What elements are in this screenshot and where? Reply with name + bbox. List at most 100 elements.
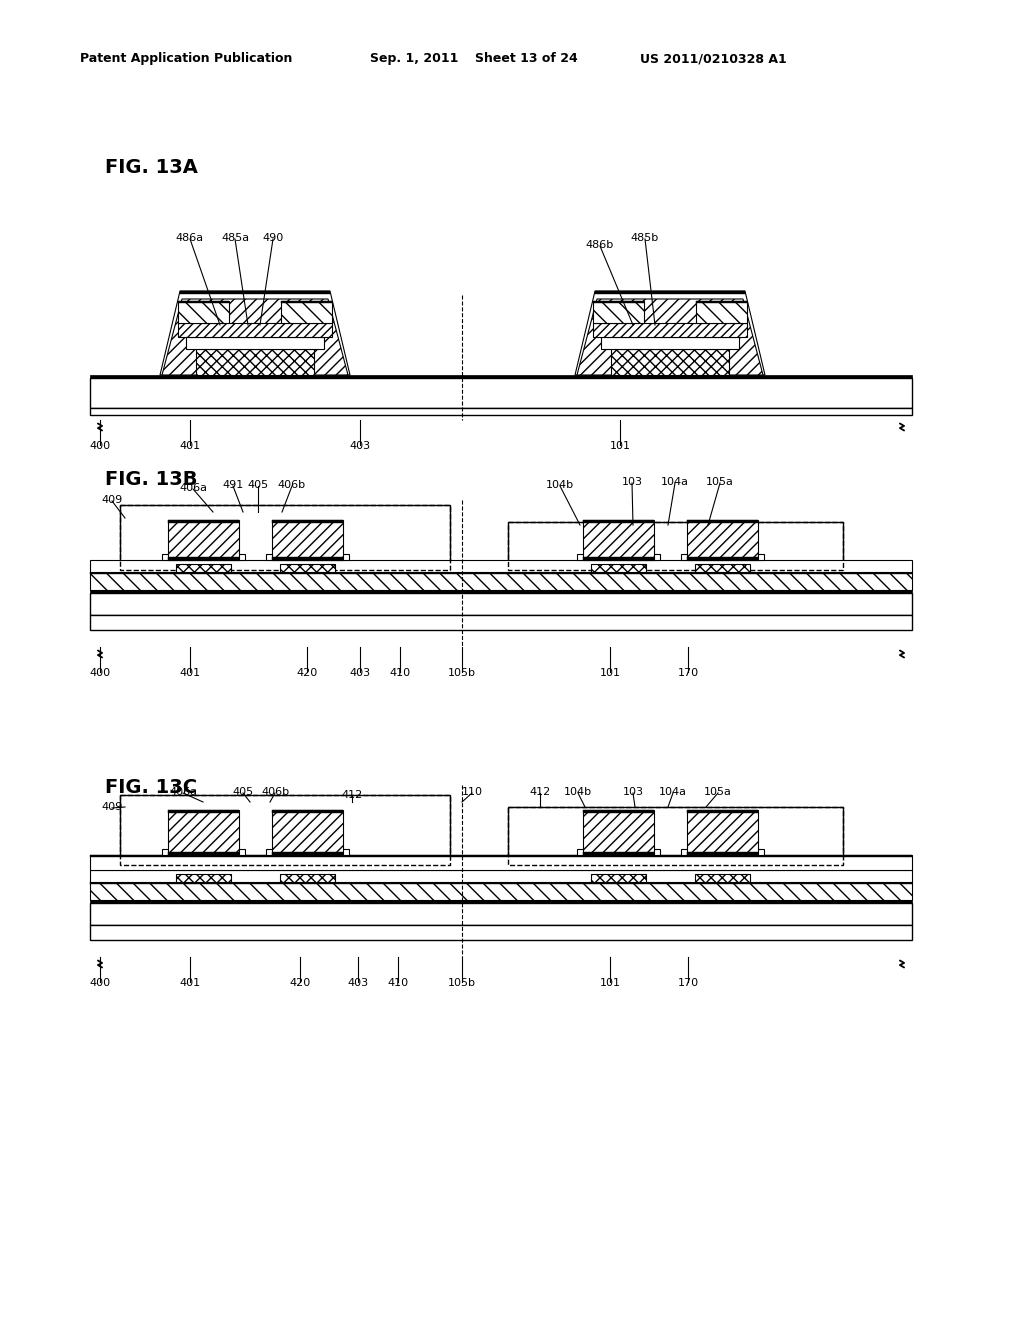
- Bar: [90, 378, 912, 408]
- Bar: [90, 870, 912, 882]
- Bar: [266, 554, 349, 560]
- Bar: [178, 323, 332, 337]
- Bar: [90, 903, 912, 925]
- Text: 412: 412: [529, 787, 551, 797]
- Bar: [687, 810, 758, 813]
- Text: Patent Application Publication: Patent Application Publication: [80, 51, 293, 65]
- Bar: [577, 849, 660, 855]
- Bar: [687, 520, 758, 560]
- Text: 170: 170: [678, 668, 698, 678]
- Bar: [687, 520, 758, 523]
- Text: 406a: 406a: [179, 483, 207, 492]
- Bar: [601, 337, 739, 348]
- Text: 485b: 485b: [631, 234, 659, 243]
- Bar: [508, 521, 843, 570]
- Bar: [168, 810, 239, 813]
- Bar: [583, 810, 654, 855]
- Bar: [168, 851, 239, 855]
- Text: 401: 401: [179, 668, 201, 678]
- Bar: [120, 506, 450, 570]
- Bar: [176, 564, 231, 572]
- Bar: [90, 590, 912, 593]
- Text: 409: 409: [101, 495, 123, 506]
- Polygon shape: [575, 290, 765, 375]
- Bar: [272, 520, 343, 523]
- Bar: [168, 520, 239, 560]
- Text: 486b: 486b: [586, 240, 614, 249]
- Bar: [583, 520, 654, 523]
- Bar: [186, 337, 324, 348]
- Bar: [266, 849, 349, 855]
- Text: 105a: 105a: [707, 477, 734, 487]
- Text: 410: 410: [389, 668, 411, 678]
- Bar: [272, 851, 343, 855]
- Bar: [162, 554, 245, 560]
- Bar: [90, 560, 912, 572]
- Bar: [120, 795, 450, 865]
- Bar: [90, 593, 912, 615]
- Bar: [508, 807, 843, 865]
- Text: FIG. 13A: FIG. 13A: [105, 158, 198, 177]
- Text: 403: 403: [349, 668, 371, 678]
- Text: 105b: 105b: [449, 668, 476, 678]
- Bar: [90, 882, 912, 900]
- Bar: [176, 874, 231, 882]
- Text: 101: 101: [599, 978, 621, 987]
- Bar: [508, 807, 843, 865]
- Text: 104a: 104a: [659, 787, 687, 797]
- Bar: [583, 520, 654, 560]
- Text: 101: 101: [599, 668, 621, 678]
- Text: 405: 405: [232, 787, 254, 797]
- Bar: [681, 849, 764, 855]
- Text: 412: 412: [341, 789, 362, 800]
- Bar: [120, 506, 450, 570]
- Text: 491: 491: [222, 480, 244, 490]
- Text: 420: 420: [290, 978, 310, 987]
- Text: Sep. 1, 2011: Sep. 1, 2011: [370, 51, 459, 65]
- Polygon shape: [577, 300, 763, 375]
- Text: 104b: 104b: [564, 787, 592, 797]
- Text: 403: 403: [347, 978, 369, 987]
- Text: US 2011/0210328 A1: US 2011/0210328 A1: [640, 51, 786, 65]
- Bar: [178, 301, 229, 323]
- Bar: [591, 874, 646, 882]
- Bar: [90, 855, 912, 857]
- Text: 403: 403: [349, 441, 371, 451]
- Bar: [90, 375, 912, 378]
- Bar: [593, 301, 644, 323]
- Bar: [687, 851, 758, 855]
- Bar: [272, 520, 343, 560]
- Text: 406b: 406b: [278, 480, 306, 490]
- Bar: [90, 900, 912, 903]
- Text: 490: 490: [262, 234, 284, 243]
- Bar: [593, 301, 644, 304]
- Text: 105b: 105b: [449, 978, 476, 987]
- Bar: [695, 564, 750, 572]
- Bar: [591, 564, 646, 572]
- Bar: [180, 290, 330, 294]
- Text: FIG. 13B: FIG. 13B: [105, 470, 198, 488]
- Bar: [687, 810, 758, 855]
- Text: 103: 103: [622, 477, 642, 487]
- Text: 406b: 406b: [261, 787, 289, 797]
- Bar: [687, 557, 758, 560]
- Text: 410: 410: [387, 978, 409, 987]
- Bar: [168, 810, 239, 855]
- Bar: [90, 408, 912, 414]
- Bar: [696, 301, 746, 304]
- Bar: [595, 290, 745, 294]
- Text: 485a: 485a: [221, 234, 249, 243]
- Text: 400: 400: [89, 668, 111, 678]
- Text: 104a: 104a: [662, 477, 689, 487]
- Bar: [90, 855, 912, 870]
- Bar: [272, 810, 343, 855]
- Text: FIG. 13C: FIG. 13C: [105, 777, 198, 797]
- Bar: [168, 557, 239, 560]
- Bar: [272, 810, 343, 813]
- Bar: [162, 849, 245, 855]
- Bar: [90, 925, 912, 940]
- Text: 401: 401: [179, 441, 201, 451]
- Bar: [90, 615, 912, 630]
- Text: 401: 401: [179, 978, 201, 987]
- Bar: [695, 874, 750, 882]
